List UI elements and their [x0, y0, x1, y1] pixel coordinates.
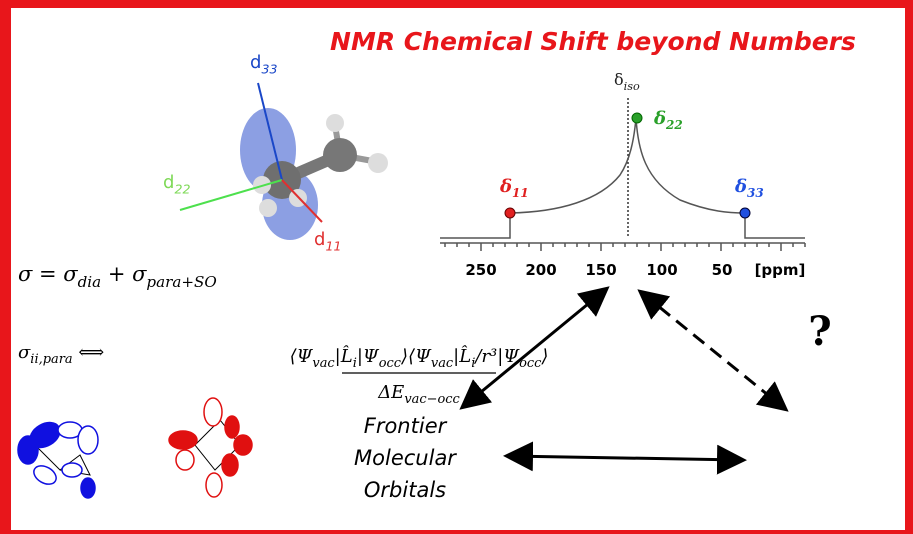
label-main: d: [163, 172, 174, 193]
formula-part: ΔE: [377, 382, 404, 403]
title: NMR Chemical Shift beyond Numbers: [330, 27, 856, 56]
figure: NMR Chemical Shift beyond Numbers ? d33d…: [0, 0, 913, 534]
label-sub: 11: [512, 186, 529, 200]
formula-part: |L̂: [453, 345, 471, 367]
subscript: occ: [379, 356, 402, 371]
label-sub: iso: [624, 80, 640, 93]
tick-label: 200: [525, 261, 556, 279]
label-main: δ: [653, 108, 666, 129]
subscript: ii,para: [30, 352, 72, 367]
fmo-label: Frontier: [364, 414, 448, 438]
fmo-label: Molecular: [354, 446, 457, 470]
label-sub: 11: [325, 238, 341, 253]
subscript: dia: [78, 273, 102, 291]
label-sub: 33: [261, 61, 277, 76]
tick-label: 50: [712, 261, 733, 279]
label-main: δ: [734, 176, 747, 197]
formula-part: ⟩: [540, 346, 548, 367]
formula-part: σ: [18, 342, 31, 363]
tick-label: 250: [465, 261, 496, 279]
formula-part: ⟩⟨Ψ: [400, 346, 432, 367]
label-sub: 22: [665, 118, 683, 132]
subscript: occ: [519, 356, 542, 371]
label-main: δ: [499, 176, 512, 197]
formula-part: /r³|Ψ: [473, 346, 520, 367]
formula-part: |Ψ: [357, 346, 380, 367]
subscript: vac: [431, 356, 454, 371]
question-mark: ?: [808, 308, 831, 355]
formula-part: + σ: [101, 262, 147, 286]
formula-part: σ = σ: [18, 262, 78, 286]
label-main: d: [250, 52, 261, 73]
tick-label: [ppm]: [755, 261, 806, 279]
formula-part: ⟨Ψ: [290, 346, 314, 367]
label-sub: 22: [174, 181, 190, 196]
formula-part: ⟺: [73, 342, 105, 363]
label-sub: 33: [747, 186, 764, 200]
label-main: d: [314, 229, 325, 250]
fmo-label: Orbitals: [364, 478, 446, 502]
subscript: para+SO: [146, 273, 217, 291]
peak-marker: [632, 113, 642, 123]
label-main: δ: [614, 70, 624, 89]
subscript: vac: [312, 356, 335, 371]
tick-label: 150: [585, 261, 616, 279]
tick-label: 100: [646, 261, 677, 279]
subscript: vac−occ: [404, 392, 460, 407]
peak-marker: [505, 208, 515, 218]
peak-marker: [740, 208, 750, 218]
formula-part: |L̂: [335, 345, 353, 367]
